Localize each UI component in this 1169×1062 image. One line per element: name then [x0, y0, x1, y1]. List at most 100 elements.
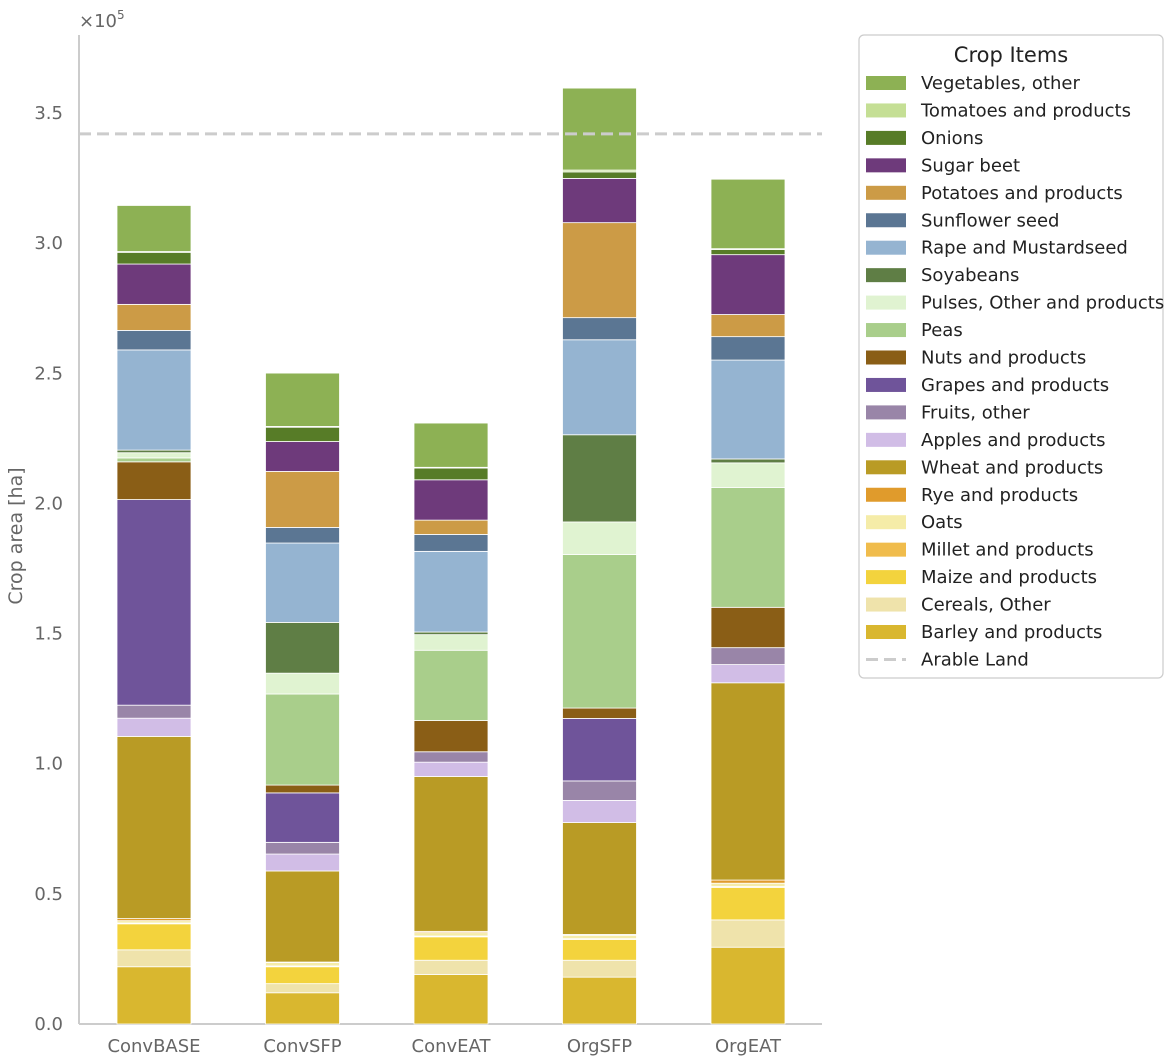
bar-segment	[265, 622, 340, 674]
bar-segment	[562, 707, 637, 719]
y-tick-label: 0.0	[34, 1014, 63, 1035]
legend-label: Millet and products	[921, 540, 1094, 561]
legend-swatch	[866, 76, 906, 90]
legend-swatch	[866, 432, 906, 447]
bar-segment	[265, 441, 340, 472]
bar-segment	[116, 736, 192, 919]
y-scale-exponent: 5	[117, 8, 125, 22]
bar-segment	[413, 422, 489, 468]
legend-label: Pulses, Other and products	[921, 293, 1164, 314]
bar-segment	[265, 870, 340, 963]
legend-label: Wheat and products	[921, 457, 1103, 478]
bar-segment	[413, 534, 489, 552]
x-ticks: ConvBASE ConvSFP ConvEAT OrgSFP OrgEAT	[107, 1036, 782, 1057]
legend-swatch	[866, 460, 906, 475]
bar-segment	[710, 664, 786, 684]
bar-segment	[562, 780, 637, 801]
bar-segment	[562, 222, 637, 319]
legend-items: Vegetables, other Tomatoes and products On…	[866, 73, 1164, 670]
bar-segment	[116, 349, 192, 451]
bar-segment	[116, 704, 192, 719]
bar-segment	[116, 303, 192, 331]
bar-segment	[562, 317, 637, 341]
legend-swatch	[866, 515, 906, 530]
bar-segment	[116, 966, 192, 1025]
bar-segment	[116, 205, 192, 252]
x-tick-label: OrgSFP	[567, 1036, 632, 1057]
legend-frame	[858, 34, 1164, 679]
bar-segment	[562, 976, 637, 1025]
legend-label: Onions	[921, 128, 983, 149]
bar-segment	[413, 720, 489, 753]
bar-segment	[413, 776, 489, 932]
bar-segment	[265, 841, 340, 855]
y-axis-label: Crop area [ha]	[5, 467, 27, 604]
bar-segment	[265, 471, 340, 528]
legend-label: Oats	[921, 512, 963, 533]
bar-segment	[710, 336, 786, 361]
y-scale-label: ×105	[79, 8, 125, 32]
bar-segment	[413, 932, 489, 937]
bar-segment	[265, 372, 340, 427]
x-tick-label: OrgEAT	[715, 1036, 782, 1057]
bar-segment	[710, 249, 786, 256]
bar-segment	[413, 550, 489, 633]
bar-segment	[413, 959, 489, 975]
bar-segment	[562, 339, 637, 436]
bar-segment	[265, 992, 340, 1025]
bar-segment	[116, 499, 192, 706]
bar-segment	[116, 329, 192, 351]
bar-segment	[562, 800, 637, 823]
legend-label: Rape and Mustardseed	[921, 238, 1128, 259]
legend-swatch	[866, 268, 906, 283]
bar-segment	[562, 822, 637, 935]
bars	[116, 87, 786, 1025]
legend-swatch	[866, 625, 906, 639]
legend-label: Cereals, Other	[921, 595, 1051, 616]
legend-label: Grapes and products	[921, 375, 1109, 396]
bar-segment	[710, 919, 786, 948]
bar-segment	[413, 634, 489, 651]
bar-segment	[116, 923, 192, 951]
y-ticks: 0.0 0.5 1.0 1.5 2.0 2.5 3.0 3.5	[34, 103, 63, 1035]
bar-segment	[265, 527, 340, 544]
bar-segment	[413, 649, 489, 721]
bar-segment	[710, 886, 786, 921]
legend-swatch	[866, 405, 906, 420]
legend-swatch	[866, 542, 906, 557]
y-tick-label: 3.5	[34, 103, 63, 124]
legend-swatch	[866, 570, 906, 585]
legend-label: Nuts and products	[921, 348, 1086, 369]
legend-label: Apples and products	[921, 430, 1106, 451]
bar-segment	[413, 519, 489, 535]
bar-segment	[116, 452, 192, 459]
bar-segment	[265, 426, 340, 442]
y-tick-label: 1.0	[34, 754, 63, 775]
bar-segment	[562, 178, 637, 224]
bar-segment	[710, 606, 786, 649]
x-tick-label: ConvBASE	[107, 1036, 200, 1057]
legend-label: Tomatoes and products	[920, 100, 1131, 121]
bar-segment	[710, 254, 786, 315]
legend-label: Fruits, other	[921, 402, 1030, 423]
y-tick-label: 0.5	[34, 884, 63, 905]
legend-label: Arable Land	[921, 649, 1029, 670]
x-tick-label: ConvSFP	[263, 1036, 341, 1057]
bar-segment	[710, 462, 786, 488]
bar-segment	[116, 457, 192, 463]
legend-swatch	[866, 185, 906, 200]
bar-segment	[116, 251, 192, 265]
y-tick-label: 1.5	[34, 624, 63, 645]
legend-label: Barley and products	[921, 622, 1102, 643]
legend-swatch	[866, 350, 906, 365]
legend-label: Vegetables, other	[921, 73, 1080, 94]
bar-segment	[265, 966, 340, 985]
bar-segment	[265, 853, 340, 872]
legend-label: Maize and products	[921, 567, 1097, 588]
legend-swatch	[866, 240, 906, 255]
y-tick-label: 2.0	[34, 493, 63, 514]
bar-segment	[710, 647, 786, 665]
bar-segment	[116, 461, 192, 500]
bar-segment	[265, 542, 340, 623]
bar-segment	[116, 263, 192, 305]
